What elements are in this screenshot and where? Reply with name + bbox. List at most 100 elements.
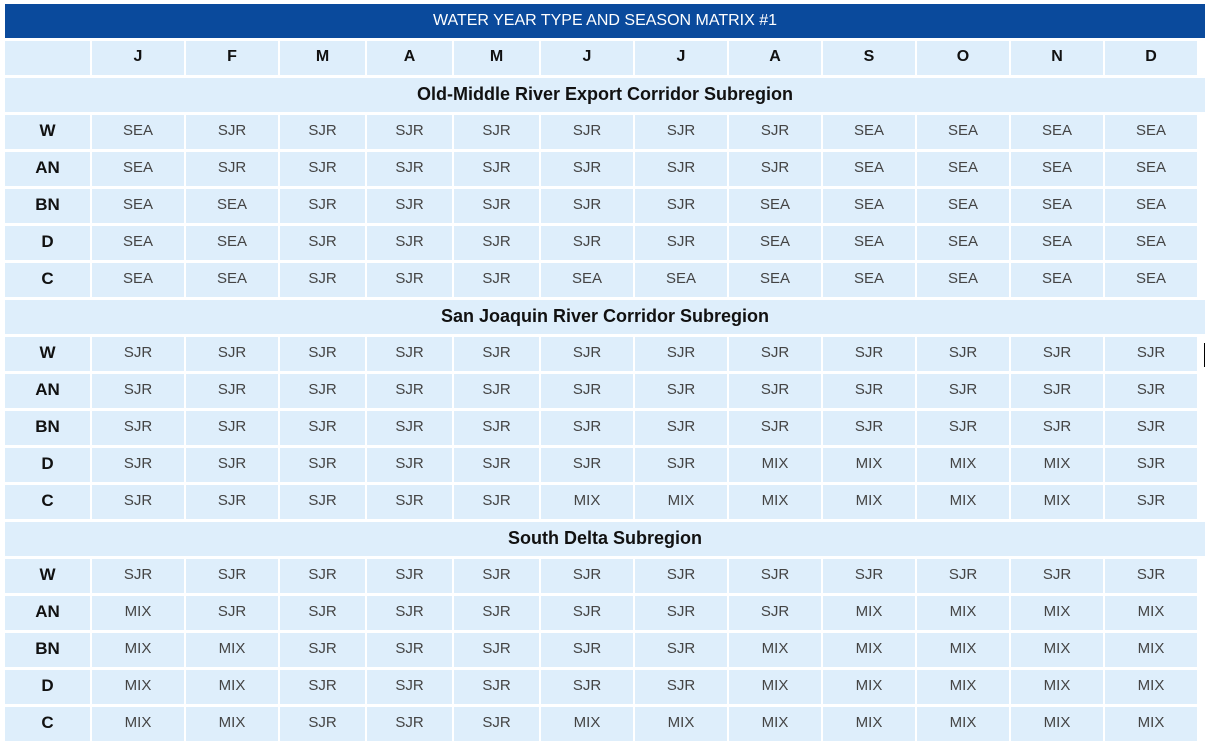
season-cell: SEA <box>1105 152 1197 186</box>
season-cell: SJR <box>1105 374 1197 408</box>
season-cell: SJR <box>92 411 184 445</box>
season-cell: SJR <box>635 337 727 371</box>
season-cell: MIX <box>541 485 633 519</box>
water-year-row: W SEA SJR SJR SJR SJR SJR SJR SJR SEA SEA SEA SEA <box>5 115 1205 149</box>
water-year-type-label: AN <box>5 374 90 408</box>
month-header: M <box>454 41 539 75</box>
season-cell: SEA <box>917 263 1009 297</box>
season-cell: SJR <box>823 374 915 408</box>
season-cell: SEA <box>186 226 278 260</box>
matrix-body: J F M A M J J A S O N D Old-Middle River Export Corr… <box>5 41 1205 741</box>
month-header: F <box>186 41 278 75</box>
season-cell: SEA <box>92 189 184 223</box>
season-cell: MIX <box>1011 670 1103 704</box>
season-cell: SJR <box>823 559 915 593</box>
season-cell: SJR <box>635 374 727 408</box>
season-cell: SEA <box>823 189 915 223</box>
season-cell: SEA <box>1011 226 1103 260</box>
subregion-title: Old-Middle River Export Corridor Subregi… <box>5 78 1205 112</box>
season-cell: SJR <box>729 337 821 371</box>
subregion-title: San Joaquin River Corridor Subregion <box>5 300 1205 334</box>
season-cell: SEA <box>917 115 1009 149</box>
month-header: A <box>367 41 452 75</box>
water-year-row: D MIX MIX SJR SJR SJR SJR SJR MIX MIX MIX MIX MIX <box>5 670 1205 704</box>
season-cell: MIX <box>823 707 915 741</box>
month-header: D <box>1105 41 1197 75</box>
season-cell: MIX <box>823 448 915 482</box>
season-cell: MIX <box>1105 633 1197 667</box>
season-cell: SJR <box>367 633 452 667</box>
season-cell: SJR <box>729 559 821 593</box>
subregion-title: South Delta Subregion <box>5 522 1205 556</box>
header-corner-cell <box>5 41 90 75</box>
season-cell: MIX <box>823 485 915 519</box>
season-cell: SJR <box>541 115 633 149</box>
season-cell: SJR <box>367 152 452 186</box>
season-cell: SJR <box>635 448 727 482</box>
season-cell: SJR <box>454 448 539 482</box>
season-cell: SJR <box>635 670 727 704</box>
season-cell: SJR <box>186 485 278 519</box>
season-cell: SEA <box>92 263 184 297</box>
season-cell: SEA <box>729 189 821 223</box>
season-cell: SJR <box>635 189 727 223</box>
season-cell: SJR <box>280 374 365 408</box>
season-cell: SJR <box>541 596 633 630</box>
season-cell: SJR <box>454 411 539 445</box>
season-cell: MIX <box>1011 448 1103 482</box>
water-year-row: W SJR SJR SJR SJR SJR SJR SJR SJR SJR SJR SJR SJR <box>5 559 1205 593</box>
season-cell: SEA <box>92 152 184 186</box>
season-cell: SJR <box>454 707 539 741</box>
water-year-row: D SEA SEA SJR SJR SJR SJR SJR SEA SEA SEA SEA SEA <box>5 226 1205 260</box>
season-cell: MIX <box>186 707 278 741</box>
season-cell: SJR <box>917 374 1009 408</box>
season-cell: SJR <box>541 337 633 371</box>
season-cell: MIX <box>917 485 1009 519</box>
water-year-type-label: W <box>5 337 90 371</box>
season-cell: SEA <box>1105 189 1197 223</box>
season-cell: SJR <box>635 559 727 593</box>
season-cell: SJR <box>729 596 821 630</box>
season-cell: SJR <box>367 411 452 445</box>
season-cell: SEA <box>635 263 727 297</box>
season-cell: SJR <box>186 411 278 445</box>
water-year-row: BN SEA SEA SJR SJR SJR SJR SJR SEA SEA SEA SEA SEA <box>5 189 1205 223</box>
water-year-type-label: BN <box>5 411 90 445</box>
season-cell: MIX <box>541 707 633 741</box>
water-year-type-label: C <box>5 485 90 519</box>
month-header: A <box>729 41 821 75</box>
matrix-title: WATER YEAR TYPE AND SEASON MATRIX #1 <box>5 4 1205 38</box>
season-cell: SJR <box>454 670 539 704</box>
season-cell: SJR <box>280 189 365 223</box>
season-cell: MIX <box>92 633 184 667</box>
season-cell: SJR <box>454 596 539 630</box>
season-cell: SEA <box>917 189 1009 223</box>
water-year-type-label: D <box>5 448 90 482</box>
season-cell: MIX <box>92 596 184 630</box>
season-cell: SEA <box>1105 263 1197 297</box>
water-year-row: C SJR SJR SJR SJR SJR MIX MIX MIX MIX MIX MIX SJR <box>5 485 1205 519</box>
season-cell: SEA <box>92 115 184 149</box>
season-cell: MIX <box>1011 596 1103 630</box>
season-cell: SEA <box>186 189 278 223</box>
season-cell: SJR <box>541 559 633 593</box>
season-cell: SJR <box>367 263 452 297</box>
season-cell: SJR <box>92 374 184 408</box>
season-cell: MIX <box>729 633 821 667</box>
season-cell: SEA <box>1011 115 1103 149</box>
water-year-type-label: D <box>5 226 90 260</box>
season-cell: SJR <box>541 411 633 445</box>
season-cell: SJR <box>1011 374 1103 408</box>
season-cell: MIX <box>823 596 915 630</box>
season-cell: MIX <box>729 448 821 482</box>
season-cell: SJR <box>541 189 633 223</box>
season-cell: SJR <box>280 596 365 630</box>
season-cell: SEA <box>541 263 633 297</box>
season-cell: MIX <box>917 633 1009 667</box>
season-cell: SJR <box>541 374 633 408</box>
season-cell: SJR <box>186 596 278 630</box>
season-cell: SEA <box>917 226 1009 260</box>
season-cell: SJR <box>186 337 278 371</box>
season-cell: SJR <box>280 152 365 186</box>
